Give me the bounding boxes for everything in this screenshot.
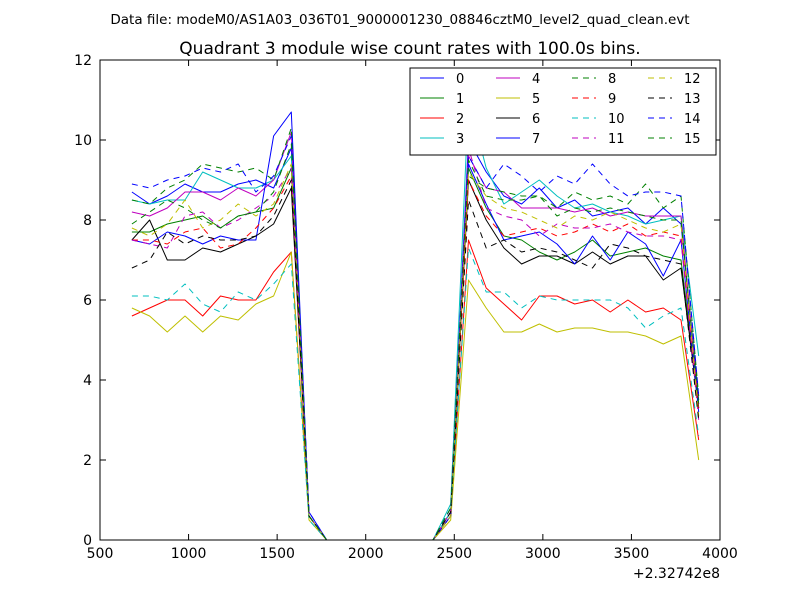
- x-tick-label: 2000: [348, 546, 384, 562]
- legend-label: 13: [684, 92, 701, 107]
- series-line-2: [131, 239, 700, 541]
- x-offset-label: +2.32742e8: [633, 566, 720, 582]
- y-tick-label: 0: [83, 533, 92, 549]
- series-line-11: [131, 147, 700, 541]
- legend-entry-13: 13: [648, 92, 701, 107]
- series-line-7: [131, 111, 700, 541]
- x-tick-label: 3000: [525, 546, 561, 562]
- y-tick-label: 10: [74, 133, 92, 149]
- x-tick-label: 500: [87, 546, 114, 562]
- series-line-1: [131, 167, 700, 541]
- legend-label: 0: [456, 72, 464, 87]
- series-layer: [131, 99, 700, 541]
- series-line-4: [131, 131, 700, 541]
- series-line-9: [131, 175, 700, 541]
- series-line-10: [131, 247, 700, 541]
- y-tick-label: 8: [83, 213, 92, 229]
- legend-label: 6: [532, 112, 540, 127]
- legend-label: 15: [684, 132, 701, 147]
- series-line-12: [131, 163, 700, 541]
- y-tick-label: 12: [74, 53, 92, 69]
- legend-entry-10: 10: [572, 112, 625, 127]
- legend-label: 7: [532, 132, 540, 147]
- y-tick-label: 2: [83, 453, 92, 469]
- legend-label: 5: [532, 92, 540, 107]
- series-line-5: [131, 251, 700, 541]
- legend-label: 1: [456, 92, 464, 107]
- series-line-0: [131, 139, 700, 541]
- legend-label: 4: [532, 72, 540, 87]
- series-line-13: [131, 179, 700, 541]
- x-tick-label: 3500: [614, 546, 650, 562]
- legend-entry-1: 1: [420, 92, 464, 107]
- legend-box: [409, 67, 717, 156]
- legend-label: 12: [684, 72, 701, 87]
- y-tick-label: 4: [83, 373, 92, 389]
- series-line-15: [131, 143, 700, 541]
- legend-label: 10: [608, 112, 625, 127]
- legend-entry-3: 3: [420, 132, 464, 147]
- legend-label: 3: [456, 132, 464, 147]
- legend-entry-7: 7: [496, 132, 540, 147]
- legend-label: 8: [608, 72, 616, 87]
- chart-title: Quadrant 3 module wise count rates with …: [179, 39, 640, 59]
- legend-entry-8: 8: [572, 72, 616, 87]
- legend-entry-11: 11: [572, 132, 625, 147]
- x-tick-label: 2500: [436, 546, 472, 562]
- legend-label: 14: [684, 112, 701, 127]
- legend-entry-0: 0: [420, 72, 464, 87]
- legend-entry-14: 14: [648, 112, 701, 127]
- legend-entry-12: 12: [648, 72, 701, 87]
- legend-entry-9: 9: [572, 92, 616, 107]
- x-tick-label: 1000: [171, 546, 207, 562]
- series-line-6: [131, 179, 700, 541]
- legend-entry-5: 5: [496, 92, 540, 107]
- legend-label: 2: [456, 112, 464, 127]
- x-tick-label: 1500: [259, 546, 295, 562]
- legend-entry-4: 4: [496, 72, 540, 87]
- legend-label: 11: [608, 132, 625, 147]
- legend-entry-6: 6: [496, 112, 540, 127]
- series-line-8: [131, 127, 700, 541]
- series-line-14: [131, 135, 700, 541]
- legend-entry-15: 15: [648, 132, 701, 147]
- y-tick-label: 6: [83, 293, 92, 309]
- legend-label: 9: [608, 92, 616, 107]
- series-line-3: [131, 99, 700, 541]
- legend-entry-2: 2: [420, 112, 464, 127]
- data-file-label: Data file: modeM0/AS1A03_036T01_90000012…: [110, 12, 689, 28]
- x-tick-label: 4000: [702, 546, 738, 562]
